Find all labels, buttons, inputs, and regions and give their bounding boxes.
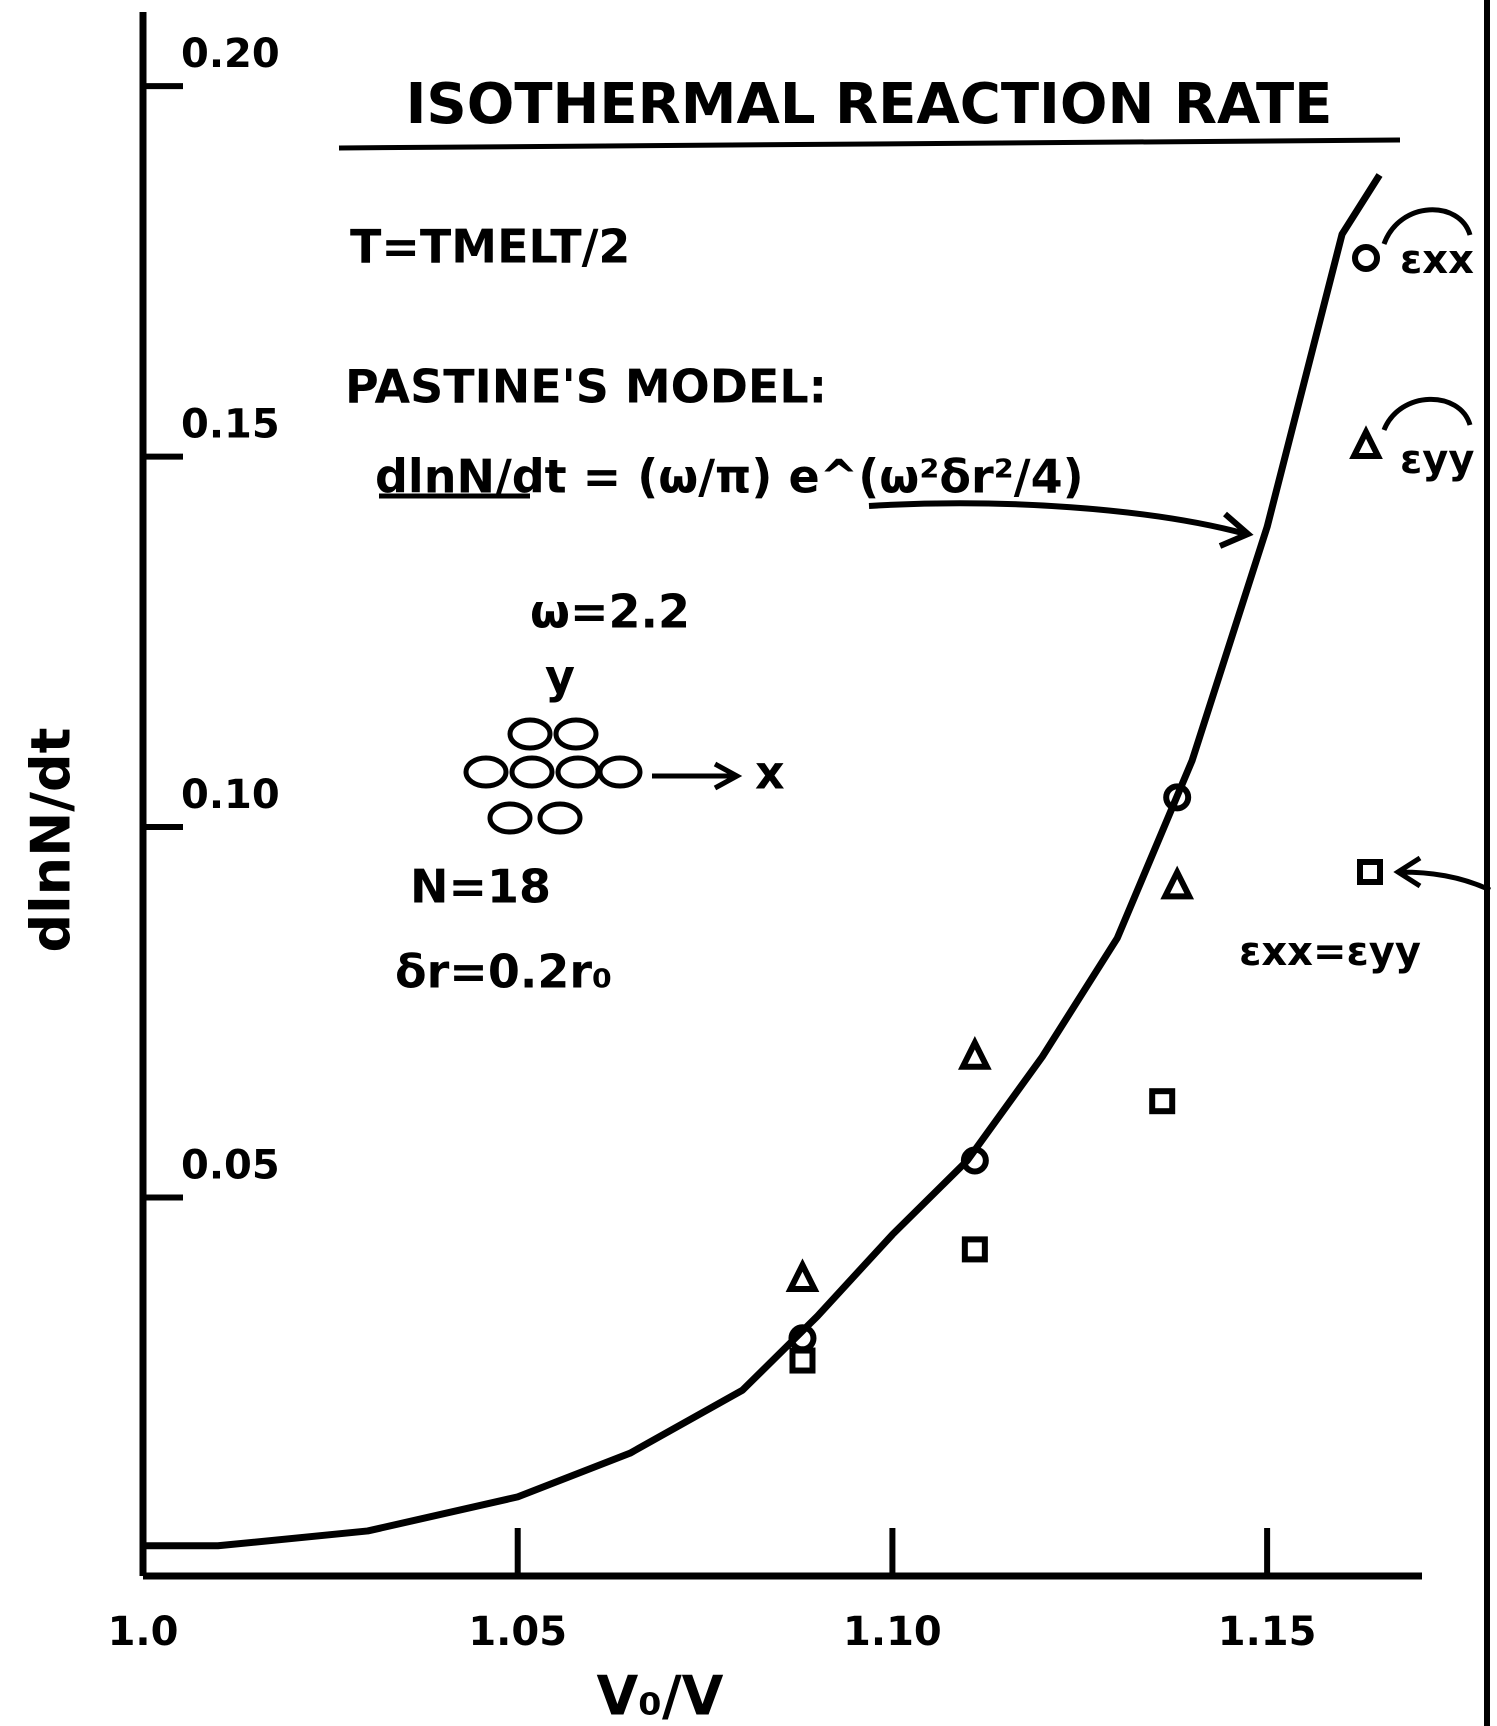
y-tick-label: 0.15: [181, 402, 280, 448]
legend-symbol: [1354, 432, 1378, 456]
chart: 1.0 1.05 1.10 1.15 0.05 0.10 0.15 0.20 ISOTHERMA…: [0, 0, 1497, 1726]
data-point: [790, 1265, 814, 1289]
y-axis-title: dlnN/dt: [20, 728, 83, 953]
annotation: ω=2.2: [530, 585, 690, 639]
molecule-cluster: [466, 720, 737, 832]
x-tick-label: 1.0: [108, 1609, 179, 1655]
legend-arrows: [1384, 210, 1490, 890]
x-tick-label: 1.10: [843, 1609, 942, 1655]
legend-symbol: [1355, 247, 1377, 269]
data-point: [1152, 1091, 1172, 1111]
data-point: [1165, 872, 1189, 896]
annotation: y: [545, 650, 575, 704]
chart-title: ISOTHERMAL REACTION RATE: [406, 72, 1333, 137]
data-point: [963, 1043, 987, 1067]
annotation: δr=0.2r₀: [395, 945, 612, 999]
legend-label: εxx: [1400, 237, 1474, 283]
y-tick-label: 0.05: [181, 1143, 280, 1189]
legend-symbol: [1360, 862, 1380, 882]
x-axis-title: V₀/V: [597, 1665, 724, 1726]
y-tick-label: 0.20: [181, 31, 280, 77]
annotation: x: [755, 746, 785, 800]
annotation: dlnN/dt = (ω/π) e^(ω²δr²/4): [375, 450, 1084, 504]
x-tick-label: 1.05: [468, 1609, 567, 1655]
title-underline: [339, 140, 1400, 148]
annotation: T=TMELT/2: [350, 220, 630, 274]
x-tick-label: 1.15: [1218, 1609, 1317, 1655]
y-tick-label: 0.10: [181, 772, 280, 818]
legend-label: εyy: [1400, 437, 1474, 483]
legend-label: εxx=εyy: [1239, 929, 1421, 975]
data-point: [965, 1239, 985, 1259]
annotation: N=18: [410, 860, 551, 914]
data-point: [792, 1351, 812, 1371]
formula-arrow: [869, 503, 1248, 546]
annotation: PASTINE'S MODEL:: [345, 360, 827, 414]
